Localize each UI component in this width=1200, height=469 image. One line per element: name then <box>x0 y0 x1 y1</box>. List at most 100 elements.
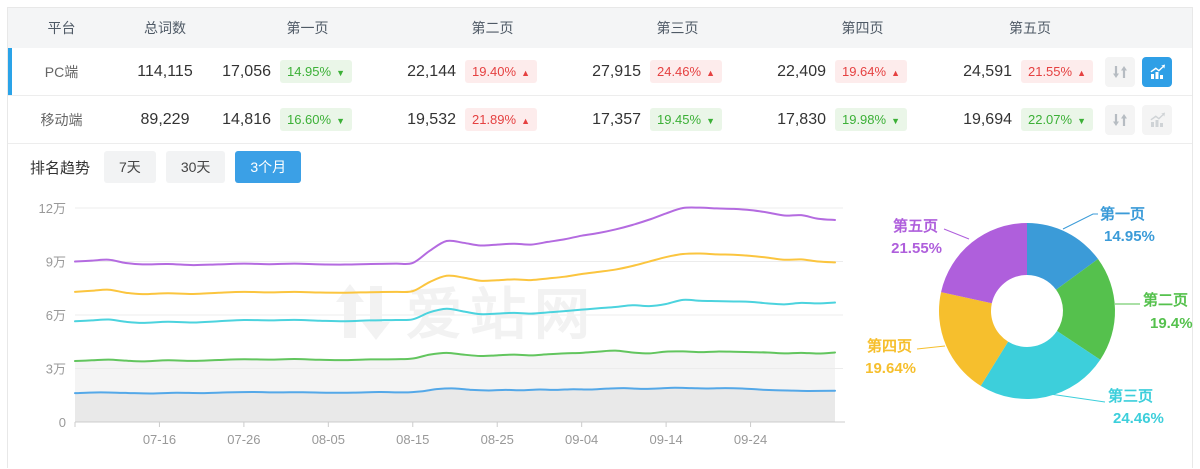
donut-label-第二页: 第二页 <box>1143 291 1188 309</box>
row-actions <box>1105 104 1192 135</box>
donut-pct-第二页: 19.4% <box>1150 315 1193 332</box>
change-pct: 19.40% <box>471 64 517 79</box>
watermark-logo-icon <box>336 284 390 340</box>
page-count: 17,056 <box>222 62 271 80</box>
total-words-value: 89,229 <box>140 110 190 128</box>
page-count: 22,409 <box>777 62 826 80</box>
svg-text:07-26: 07-26 <box>227 432 260 447</box>
svg-text:08-05: 08-05 <box>312 432 345 447</box>
change-badge: 14.95% <box>280 60 352 83</box>
col-header-platform: 平台 <box>47 20 76 36</box>
svg-text:08-25: 08-25 <box>481 432 514 447</box>
page-count: 24,591 <box>963 62 1012 80</box>
page3-cell: 17,357 19.45% <box>585 108 770 131</box>
change-badge: 21.89% <box>465 108 537 131</box>
trend-range-tabs: 7天 30天 3个月 <box>104 151 302 183</box>
change-badge: 16.60% <box>280 108 352 131</box>
svg-text:09-24: 09-24 <box>734 432 767 447</box>
show-chart-button[interactable] <box>1142 56 1172 87</box>
page-count: 17,830 <box>777 110 826 128</box>
page-count: 27,915 <box>592 62 641 80</box>
tab-30days[interactable]: 30天 <box>165 151 226 183</box>
change-badge: 19.45% <box>650 108 722 131</box>
charts-container: 0 3万 6万 9万 12万 爱站网 07-16 07-26 08-05 08-15 08-25 09… <box>8 190 1193 469</box>
watermark-text: 爱站网 <box>406 283 598 346</box>
donut-slice-第五页 <box>941 223 1027 304</box>
page4-cell: 22,409 19.64% <box>770 60 955 83</box>
donut-label-第五页: 第五页 <box>893 217 938 235</box>
page5-cell: 24,591 21.55% <box>955 60 1105 83</box>
page2-cell: 19,532 21.89% <box>400 108 585 131</box>
svg-text:07-16: 07-16 <box>143 432 176 447</box>
page3-cell: 27,915 24.46% <box>585 60 770 83</box>
change-badge: 19.98% <box>835 108 907 131</box>
trend-arrow-icon <box>706 112 715 127</box>
platform-label: 移动端 <box>40 111 83 128</box>
change-badge: 19.64% <box>835 60 907 83</box>
chart-icon <box>1150 112 1165 127</box>
sort-arrows-icon <box>1113 113 1127 126</box>
page1-cell: 14,816 16.60% <box>215 108 400 131</box>
trend-arrow-icon <box>521 64 530 79</box>
svg-text:9万: 9万 <box>46 255 66 270</box>
svg-text:09-14: 09-14 <box>649 432 682 447</box>
sort-arrows-button[interactable] <box>1105 104 1135 135</box>
change-pct: 24.46% <box>656 64 702 79</box>
change-pct: 21.89% <box>471 112 517 127</box>
page4-cell: 17,830 19.98% <box>770 108 955 131</box>
page-count: 14,816 <box>222 110 271 128</box>
change-pct: 19.98% <box>841 112 887 127</box>
change-pct: 16.60% <box>286 112 332 127</box>
col-header-page2: 第二页 <box>471 20 514 36</box>
trend-arrow-icon <box>1077 64 1086 79</box>
keyword-rank-panel: 平台 总词数 第一页 第二页 第三页 第四页 第五页 PC端 114,115 1… <box>7 7 1193 468</box>
trend-arrow-icon <box>336 64 345 79</box>
table-header: 平台 总词数 第一页 第二页 第三页 第四页 第五页 <box>8 8 1192 48</box>
chart-icon <box>1150 64 1165 79</box>
page-count: 19,532 <box>407 110 456 128</box>
change-pct: 14.95% <box>286 64 332 79</box>
donut-label-第一页: 第一页 <box>1100 205 1145 223</box>
trend-arrow-icon <box>891 112 900 127</box>
change-badge: 24.46% <box>650 60 722 83</box>
col-header-page4: 第四页 <box>841 20 884 36</box>
change-pct: 22.07% <box>1027 112 1073 127</box>
table-row-mobile[interactable]: 移动端 89,229 14,816 16.60% 19,532 21.89% 1… <box>8 96 1192 144</box>
donut-slice-第四页 <box>939 292 1009 386</box>
platform-label: PC端 <box>44 63 79 80</box>
donut-slice-第一页 <box>1027 223 1099 290</box>
show-chart-button[interactable] <box>1142 104 1172 135</box>
col-header-page5: 第五页 <box>1009 20 1051 36</box>
trend-arrow-icon <box>336 112 345 127</box>
change-pct: 21.55% <box>1027 64 1073 79</box>
donut-label-第四页: 第四页 <box>867 337 912 355</box>
svg-text:12万: 12万 <box>39 201 66 216</box>
page-count: 17,357 <box>592 110 641 128</box>
donut-slice-第二页 <box>1056 259 1115 360</box>
page-count: 19,694 <box>963 110 1012 128</box>
tab-7days[interactable]: 7天 <box>104 151 156 183</box>
svg-text:09-04: 09-04 <box>565 432 598 447</box>
col-header-page3: 第三页 <box>656 20 699 36</box>
donut-pct-第五页: 21.55% <box>891 240 942 257</box>
page-distribution-donut-chart: 第一页 14.95% 第二页 19.4% 第三页 24.46% 第四页 19.64% 第五页 21… <box>865 205 1193 427</box>
sort-arrows-button[interactable] <box>1105 56 1135 87</box>
change-badge: 22.07% <box>1021 108 1093 131</box>
svg-text:08-15: 08-15 <box>396 432 429 447</box>
row-actions <box>1105 56 1192 87</box>
page1-cell: 17,056 14.95% <box>215 60 400 83</box>
donut-slice-第三页 <box>980 330 1101 399</box>
tab-3months[interactable]: 3个月 <box>235 151 302 183</box>
trend-arrow-icon <box>891 64 900 79</box>
trend-title: 排名趋势 <box>30 159 91 177</box>
svg-text:3万: 3万 <box>46 362 66 377</box>
change-badge: 19.40% <box>465 60 537 83</box>
svg-text:6万: 6万 <box>46 308 66 323</box>
donut-pct-第一页: 14.95% <box>1104 228 1155 245</box>
trend-section-header: 排名趋势 7天 30天 3个月 <box>8 144 1192 190</box>
table-row-pc[interactable]: PC端 114,115 17,056 14.95% 22,144 19.40% … <box>8 48 1192 96</box>
donut-label-第三页: 第三页 <box>1108 387 1153 405</box>
sort-arrows-icon <box>1113 65 1127 78</box>
page5-cell: 19,694 22.07% <box>955 108 1105 131</box>
